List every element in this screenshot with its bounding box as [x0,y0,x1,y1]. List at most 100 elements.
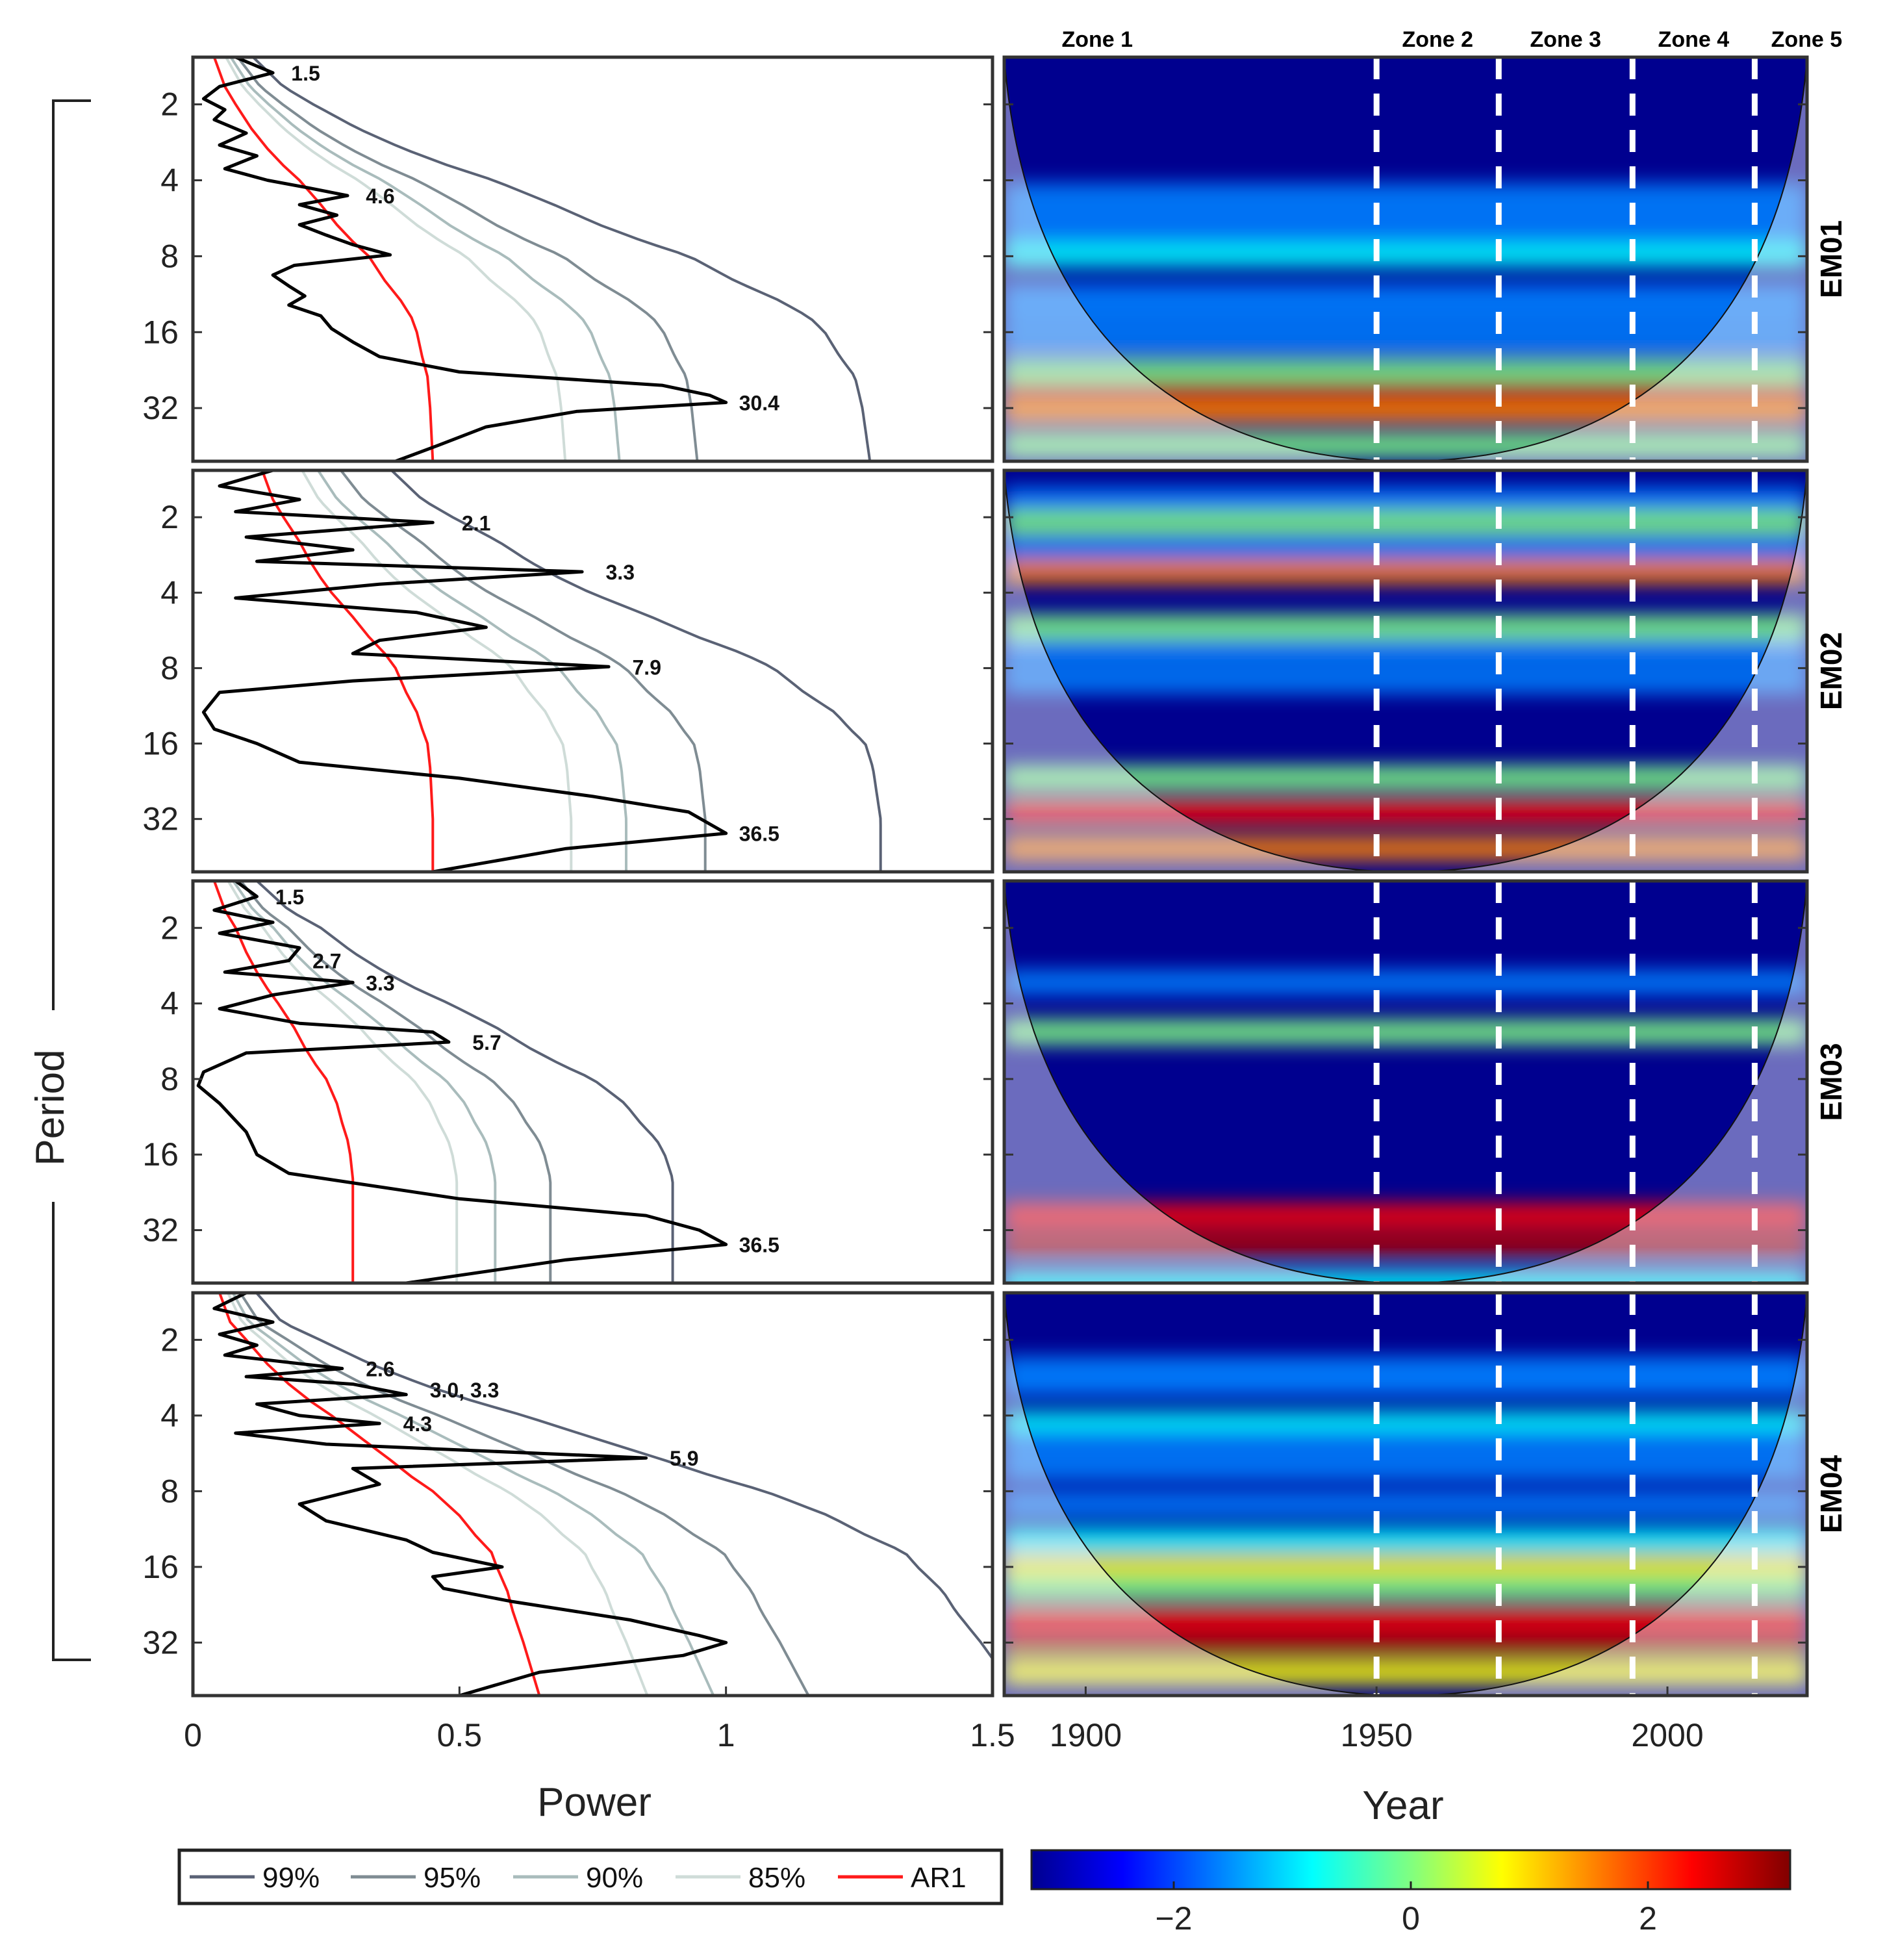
cone-of-influence-line [1004,881,1807,1283]
wavelet-frame [1002,879,1809,1285]
period-axis-label: Period [28,1049,73,1165]
peak-label: 3.0, 3.3 [430,1379,500,1402]
row-label-EM03: EM03 [1814,1043,1848,1121]
peak-label: 1.5 [291,62,320,85]
significance-curve-90pct [231,1293,715,1696]
power-band [1004,641,1807,667]
power-band [1004,359,1807,385]
y-tick-label: 32 [142,801,179,837]
legend-label: 99% [262,1862,320,1894]
wavelet-EM03: EM03 [1002,879,1848,1285]
colorbar-tick-label: 2 [1639,1900,1657,1937]
global-power-line [212,1293,728,1696]
peak-label: 30.4 [739,392,779,415]
ar1-curve [212,57,435,461]
peak-label: 2.7 [312,950,341,973]
year-x-axis: 1900 1950 2000 [1050,1686,1704,1753]
cone-of-influence-shade [1004,1293,1807,1696]
power-band [1004,1629,1807,1656]
global-spectrum-EM02: 2.1 3.3 7.9 36.5 2 4 8 16 32 [142,468,994,874]
zone-label: Zone 4 [1658,27,1730,52]
spectrum-frame [191,468,994,874]
wavelet-frame [1002,1291,1809,1698]
power-band [1004,1575,1807,1602]
global-power-line [201,470,728,872]
peak-label: 4.6 [366,185,394,208]
wavelet-power-field [1004,969,1807,1283]
row-label-EM04: EM04 [1814,1455,1848,1534]
y-tick-label: 16 [142,726,179,762]
significance-curve-95pct [340,470,707,872]
cone-of-influence-line [1004,57,1807,461]
power-band [1004,486,1807,513]
y-tick-label: 16 [142,1136,179,1173]
y-tick-label: 16 [142,1549,179,1585]
spectrum-plot-area [196,881,728,1283]
y-tick-label: 2 [160,499,179,535]
power-band [1004,1203,1807,1229]
year-axis-label: Year [1362,1783,1443,1828]
panel-EM01: 1.5 4.6 30.4 2 4 8 16 32 EM01 [142,55,1848,463]
cone-of-influence-line [1004,1293,1807,1696]
zone-label: Zone 1 [1062,27,1133,52]
spectrum-plot-area [201,470,882,872]
significance-curve-99pct [256,881,674,1283]
significance-curve-85pct [225,57,567,461]
x-tick-label: 0 [184,1717,202,1753]
legend-label: 95% [424,1862,481,1894]
y-tick-label: 4 [160,986,179,1022]
wavelet-EM02: EM02 [1002,468,1848,874]
panel-EM04: 2.6 3.0, 3.3 4.3 5.9 2 4 8 16 32 EM04 [142,1291,1848,1698]
peak-label: 36.5 [739,822,779,846]
spectrum-plot-area [201,57,872,461]
cone-of-influence-line [1004,470,1807,872]
spectrum-plot-area [212,1293,993,1696]
power-band [1004,509,1807,536]
significance-curve-95pct [239,1293,810,1696]
bracket-top-line [52,99,91,1010]
power-band [1004,1607,1807,1633]
wavelet-power-field [1004,1355,1807,1686]
peak-label: 5.7 [472,1031,501,1054]
colorbar: −2 0 2 [1030,1849,1791,1937]
power-x-axis: 0 0.5 1 1.5 [184,1686,1015,1753]
wavelet-plot-area [1004,470,1807,872]
y-tick-label: 4 [160,1397,179,1434]
ar1-curve [260,470,435,872]
row-label-EM02: EM02 [1814,632,1848,710]
power-band [1004,798,1807,825]
y-tick-label: 4 [160,162,179,199]
significance-curve-99pct [252,57,872,461]
peak-label: 4.3 [403,1412,432,1436]
y-tick-label: 8 [160,238,179,274]
peak-label: 2.1 [462,511,490,535]
y-tick-label: 2 [160,910,179,946]
significance-curve-85pct [227,881,459,1283]
peak-label: 3.3 [366,971,394,995]
power-band [1004,1527,1807,1553]
cone-of-influence-shade [1004,881,1807,1283]
legend-label: AR1 [911,1862,967,1894]
y-tick-label: 2 [160,1321,179,1358]
power-band [1004,398,1807,425]
global-spectrum-EM04: 2.6 3.0, 3.3 4.3 5.9 2 4 8 16 32 [142,1291,994,1698]
x-tick-label: 1 [717,1717,735,1753]
power-band [1004,559,1807,585]
peak-label: 2.6 [366,1358,394,1381]
wavelet-plot-area [1004,1293,1807,1696]
spectrum-frame [191,879,994,1285]
y-tick-label: 8 [160,1473,179,1509]
power-band [1004,432,1807,459]
power-band [1004,1431,1807,1457]
y-tick-label: 16 [142,314,179,350]
legend: 99% 95% 90% 85% AR1 [177,1848,1004,1905]
peak-label: 3.3 [606,561,635,584]
ar1-curve [212,881,355,1283]
peak-label: 7.9 [633,655,661,679]
wavelet-power-field [1004,183,1807,459]
spectrum-frame [191,55,994,463]
significance-curve-99pct [255,1293,993,1661]
y-tick-label: 32 [142,390,179,426]
significance-curve-95pct [236,57,699,461]
